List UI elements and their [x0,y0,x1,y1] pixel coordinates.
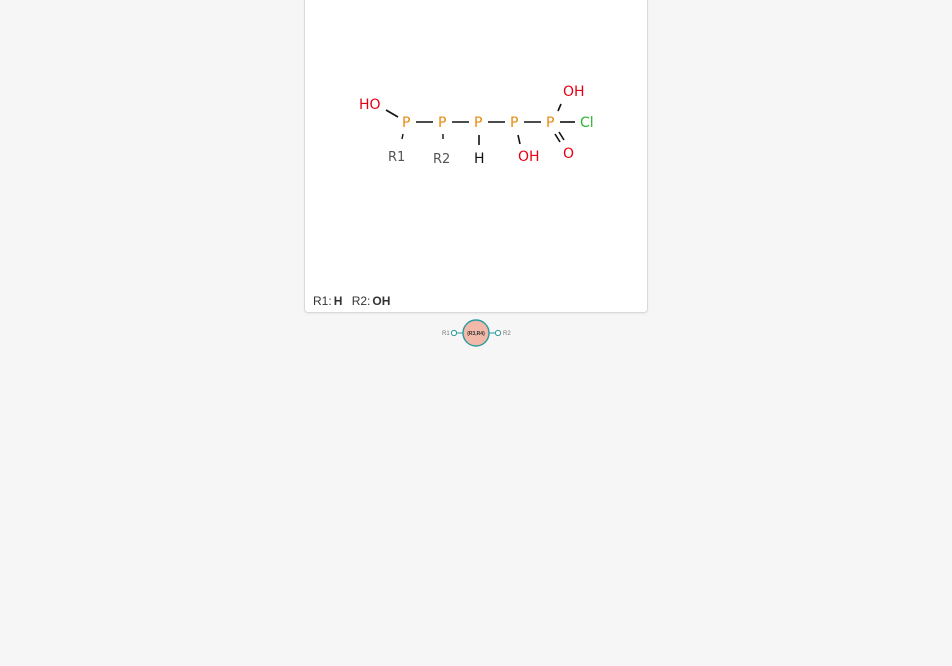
core-left-node [450,329,458,337]
legend-r1: R1: H [313,294,342,308]
atom-p5: P [546,115,554,131]
atom-oh-p4: OH [518,149,540,165]
bond-p5-o-double-a [554,133,561,143]
rgroup-r1: R1 [388,150,405,165]
atom-p1: P [402,115,410,131]
legend-r2: R2: OH [352,294,391,308]
atom-oh-p5: OH [563,84,585,100]
bond-p1-r1 [401,133,404,140]
core-badge[interactable]: R1 (R3,R4) R2 [436,318,516,348]
core-right-node [494,329,502,337]
legend-r1-value: H [333,294,343,308]
bond-p5-oh [557,103,562,112]
core-label: (R3,R4) [467,331,485,337]
core-right-label: R2 [503,331,511,337]
bond-ho-p1 [385,109,399,118]
atom-cl: Cl [580,115,594,131]
rgroup-legend: R1: H R2: OH [313,294,396,308]
legend-r2-label: R2: [351,294,371,308]
legend-r1-label: R1: [313,294,332,308]
atom-o-double: O [563,146,574,162]
core-left-label: R1 [442,331,450,337]
atom-p2: P [438,115,446,131]
rgroup-r2: R2 [433,152,450,167]
molecule-card[interactable]: HO P P P P P OH Cl O H OH R1 R2 R1: H R2:… [304,0,648,313]
atom-p3: P [474,115,482,131]
bond-p4-oh [517,134,521,145]
bond-p5-o-double-b [558,131,565,141]
bond-group [385,103,575,145]
structure-diagram: HO P P P P P OH Cl O H OH R1 R2 [359,84,594,167]
atom-p4: P [510,115,518,131]
atom-ho-left: HO [359,97,381,113]
legend-r2-value: OH [372,294,391,308]
atom-h-p3: H [474,151,485,167]
